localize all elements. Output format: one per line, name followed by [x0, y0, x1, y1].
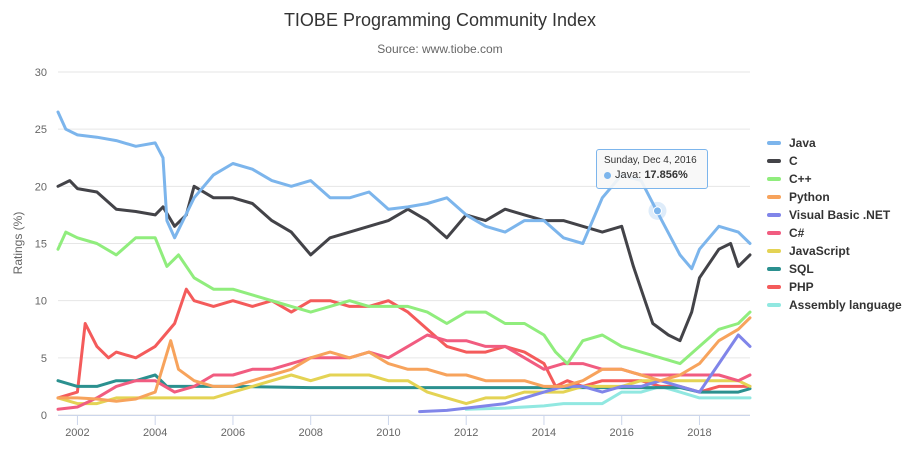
series-line-python[interactable]	[56, 316, 752, 403]
legend-swatch	[767, 195, 781, 199]
legend-swatch	[767, 249, 781, 253]
legend-item[interactable]: C#	[767, 224, 902, 242]
legend-swatch	[767, 141, 781, 145]
legend-label: Assembly language	[789, 298, 902, 312]
y-tick-label: 20	[35, 181, 47, 193]
y-tick-label: 0	[41, 410, 47, 422]
legend-swatch	[767, 231, 781, 235]
tooltip-marker	[648, 201, 667, 220]
chart-legend: Java C C++ Python Visual Basic .NET C# JavaScr…	[767, 134, 902, 314]
tooltip-value: 17.856%	[644, 169, 688, 181]
x-tick-label: 2008	[298, 427, 322, 439]
legend-item[interactable]: Python	[767, 188, 902, 206]
legend-item[interactable]: SQL	[767, 260, 902, 278]
chart-tooltip: Sunday, Dec 4, 2016 Java: 17.856%	[596, 149, 708, 189]
chart-gridlines	[58, 71, 750, 416]
y-axis-label: Ratings (%)	[11, 212, 25, 275]
series-line-assembly-language[interactable]	[464, 384, 752, 411]
legend-swatch	[767, 285, 781, 289]
hover-point	[652, 206, 662, 216]
legend-item[interactable]: Assembly language	[767, 296, 902, 314]
legend-label: PHP	[789, 280, 814, 294]
legend-item[interactable]: C	[767, 152, 902, 170]
x-tick-label: 2006	[221, 427, 245, 439]
legend-label: SQL	[789, 262, 814, 276]
x-axis: 2002 2004 2006 2008 2010 2012 2014 2016 2018	[58, 415, 750, 439]
y-tick-label: 15	[35, 239, 47, 251]
legend-swatch	[767, 267, 781, 271]
y-tick-label: 5	[41, 353, 47, 365]
x-tick-label: 2010	[376, 427, 400, 439]
series-line-c[interactable]	[56, 230, 752, 366]
tooltip-series-dot	[604, 171, 611, 179]
y-tick-label: 30	[35, 67, 47, 79]
legend-item[interactable]: C++	[767, 170, 902, 188]
tooltip-date: Sunday, Dec 4, 2016	[604, 155, 697, 166]
legend-swatch	[767, 213, 781, 217]
x-tick-label: 2002	[65, 427, 89, 439]
chart-title: TIOBE Programming Community Index	[283, 10, 597, 30]
legend-item[interactable]: JavaScript	[767, 242, 902, 260]
legend-swatch	[767, 303, 781, 307]
x-tick-label: 2018	[687, 427, 711, 439]
legend-label: JavaScript	[789, 244, 850, 258]
legend-item[interactable]: PHP	[767, 278, 902, 296]
legend-label: C++	[789, 172, 812, 186]
y-tick-label: 25	[35, 124, 47, 136]
y-axis: 0 5 10 15 20 25 30	[35, 67, 47, 422]
series-line-visual-basic-net[interactable]	[418, 333, 752, 414]
legend-item[interactable]: Java	[767, 134, 902, 152]
y-tick-label: 10	[35, 296, 47, 308]
chart-subtitle: Source: www.tiobe.com	[377, 42, 503, 56]
legend-item[interactable]: Visual Basic .NET	[767, 206, 902, 224]
series-line-javascript[interactable]	[56, 373, 752, 406]
tooltip-row: Java: 17.856%	[604, 169, 700, 181]
x-tick-label: 2016	[609, 427, 633, 439]
legend-label: C	[789, 154, 798, 168]
legend-label: Python	[789, 190, 830, 204]
legend-swatch	[767, 159, 781, 163]
x-tick-label: 2012	[454, 427, 478, 439]
legend-swatch	[767, 177, 781, 181]
legend-label: C#	[789, 226, 805, 240]
x-tick-label: 2004	[143, 427, 167, 439]
tooltip-series-name: Java	[615, 169, 639, 181]
series-lines	[56, 110, 752, 414]
legend-label: Visual Basic .NET	[789, 208, 891, 222]
series-line-java[interactable]	[56, 110, 752, 271]
series-line-php[interactable]	[56, 287, 752, 400]
series-line-c[interactable]	[56, 179, 752, 343]
x-tick-label: 2014	[532, 427, 556, 439]
legend-label: Java	[789, 136, 816, 150]
